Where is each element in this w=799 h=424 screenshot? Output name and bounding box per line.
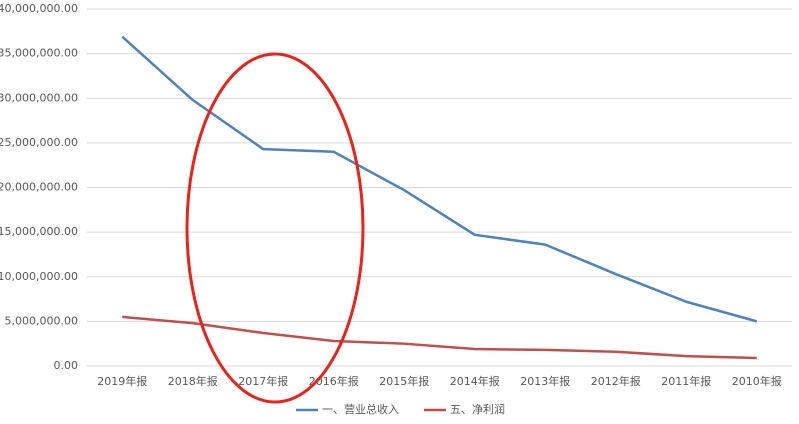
y-tick-label: 35,000,000.00 <box>0 47 78 60</box>
x-tick-label: 2011年报 <box>661 374 711 388</box>
highlight-ellipse <box>185 52 365 404</box>
x-tick-label: 2010年报 <box>732 374 782 388</box>
series-line <box>122 315 757 360</box>
legend-label: 一、营业总收入 <box>322 402 399 416</box>
y-tick-label: 5,000,000.00 <box>5 314 78 327</box>
x-tick-label: 2012年报 <box>591 374 641 388</box>
x-tick-label: 2017年报 <box>238 374 288 388</box>
y-tick-label: 0.00 <box>54 359 79 372</box>
y-tick-label: 25,000,000.00 <box>0 136 78 149</box>
legend-label: 五、净利润 <box>450 402 505 416</box>
x-tick-label: 2013年报 <box>520 374 570 388</box>
y-tick-label: 15,000,000.00 <box>0 225 78 238</box>
x-tick-label: 2018年报 <box>168 374 218 388</box>
x-tick-label: 2014年报 <box>450 374 500 388</box>
x-tick-label: 2015年报 <box>379 374 429 388</box>
x-tick-label: 2019年报 <box>97 374 147 388</box>
series-line <box>121 35 758 323</box>
y-tick-label: 40,000,000.00 <box>0 2 78 15</box>
y-tick-label: 10,000,000.00 <box>0 270 78 283</box>
y-tick-label: 20,000,000.00 <box>0 181 78 194</box>
y-tick-label: 30,000,000.00 <box>0 91 78 104</box>
